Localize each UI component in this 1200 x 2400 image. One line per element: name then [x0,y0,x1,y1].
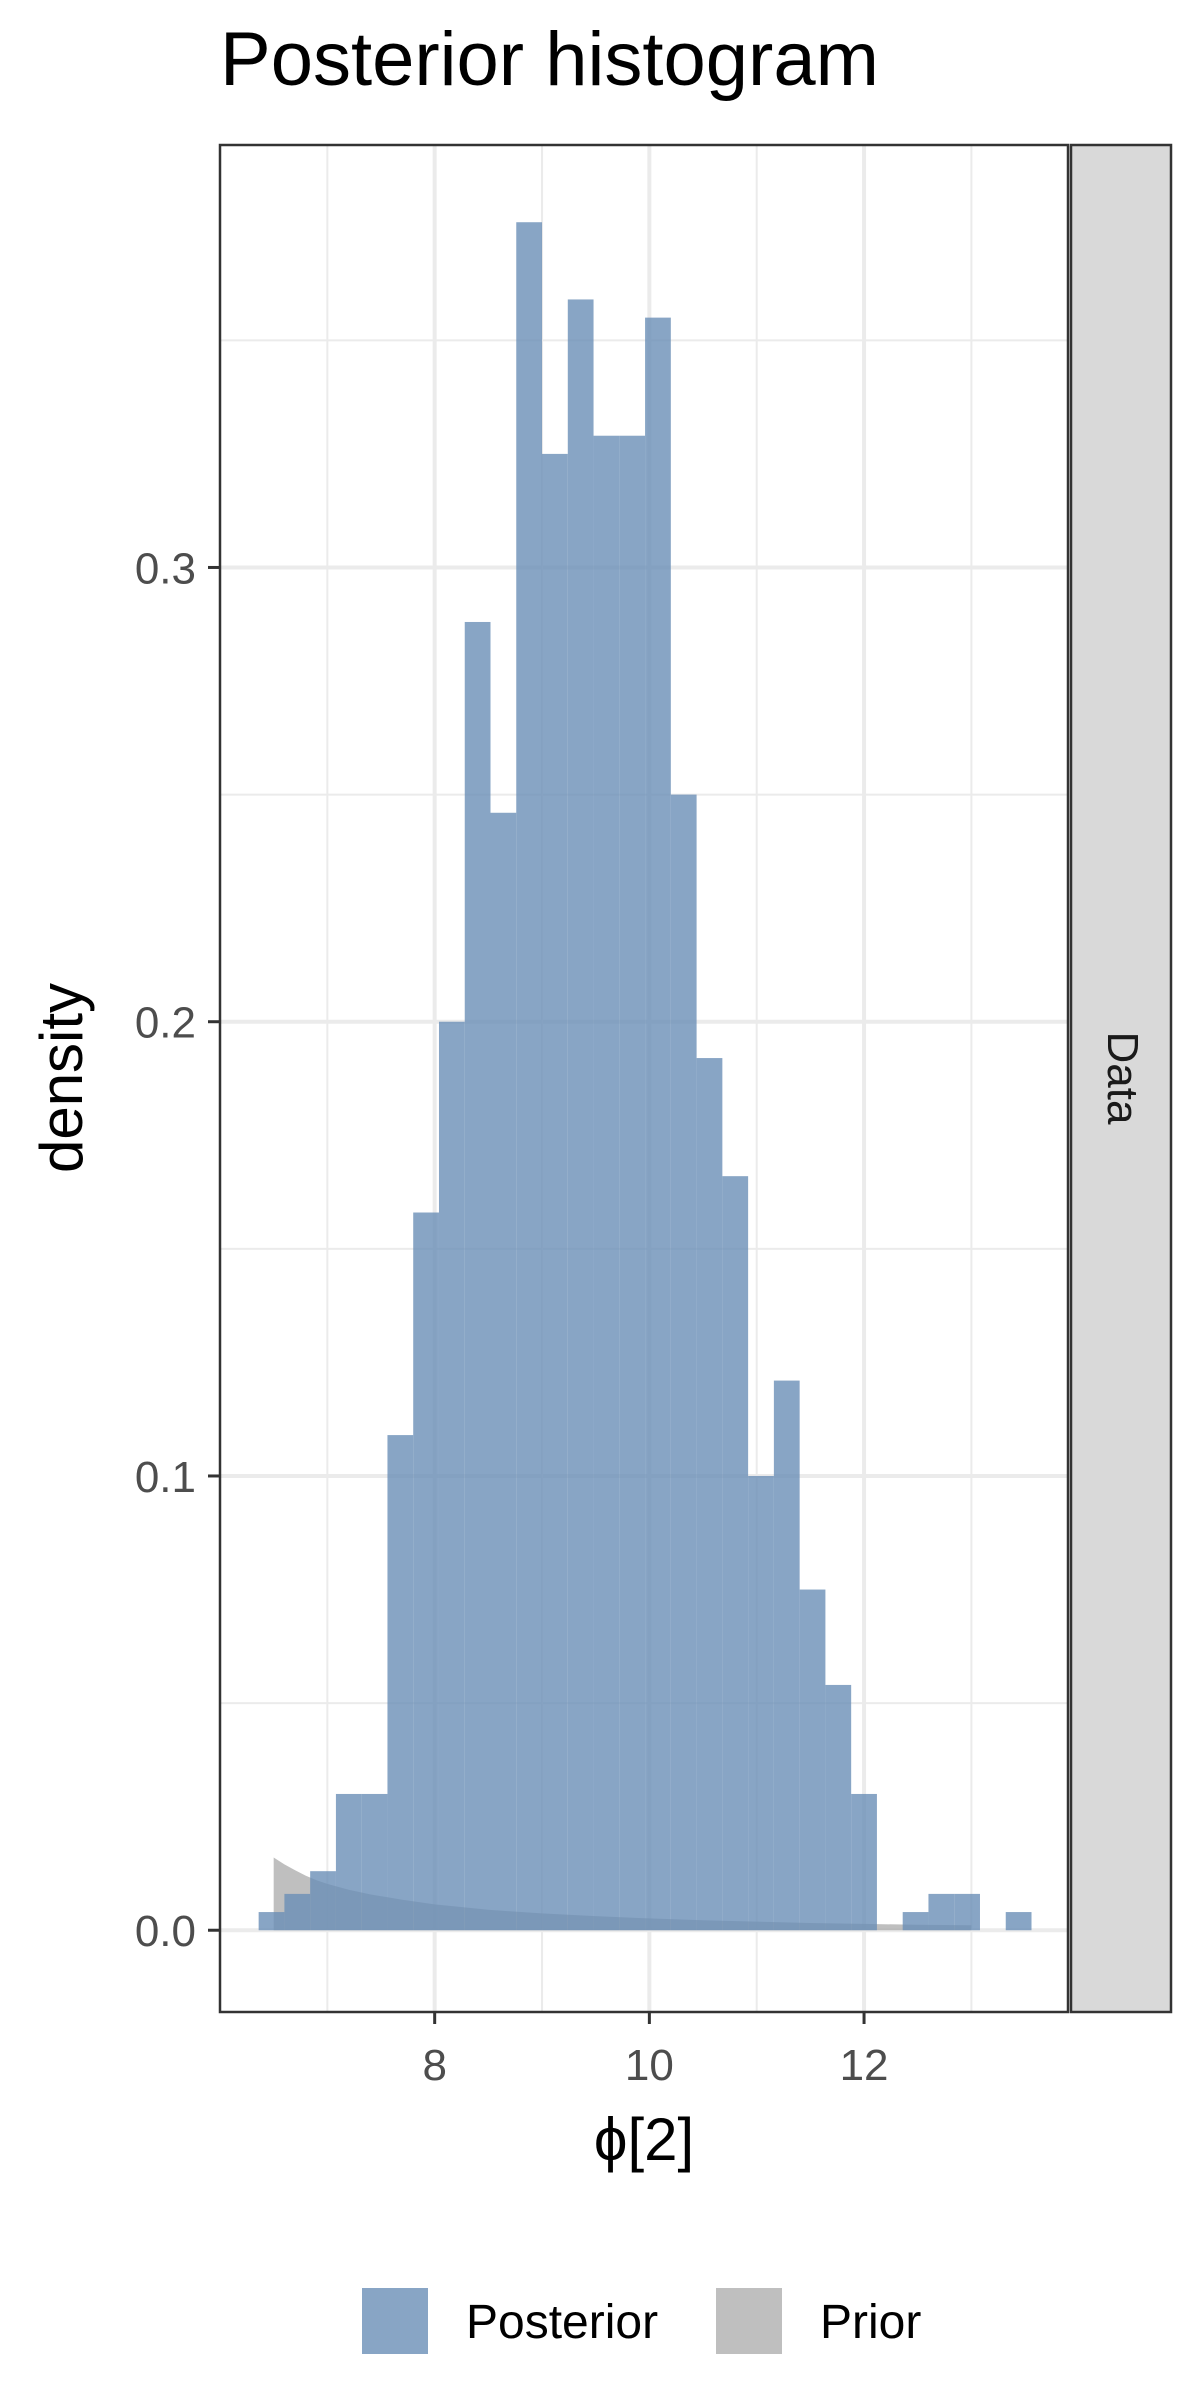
legend: Posterior Prior [362,2288,921,2354]
posterior-bar [438,1021,465,1931]
posterior-bar [567,299,594,1931]
posterior-bar [954,1893,980,1931]
facet-strip [1069,143,1173,2014]
posterior-bar [773,1380,800,1931]
posterior-bar [696,1058,723,1931]
posterior-bar [928,1893,955,1931]
posterior-bar [645,317,671,1931]
posterior-bar [516,222,543,1931]
posterior-bar [825,1684,852,1931]
facet-strip-label: Data [1098,1032,1147,1125]
posterior-bar [748,1475,774,1931]
legend-label-prior: Prior [820,2296,921,2349]
y-axis-title: density [28,983,95,1173]
legend-key-posterior [362,2288,428,2354]
posterior-bar [670,794,697,1931]
posterior-bar [284,1893,311,1931]
posterior-bar [902,1912,929,1931]
posterior-bar [619,435,646,1931]
x-tick-label: 10 [625,2041,674,2090]
x-tick-label: 8 [422,2041,446,2090]
posterior-bar [593,435,620,1931]
posterior-layer [258,222,1032,1931]
x-tick-label: 12 [840,2041,889,2090]
chart-title: Posterior histogram [220,17,879,102]
y-tick-label: 0.1 [135,1453,196,1502]
legend-key-prior [716,2288,782,2354]
posterior-bar [542,453,568,1931]
posterior-bar [310,1871,336,1931]
y-tick-label: 0.2 [135,999,196,1048]
posterior-bar [722,1176,749,1931]
posterior-bar [490,812,517,1931]
posterior-bar [361,1793,388,1931]
legend-label-posterior: Posterior [466,2296,658,2349]
axis-layer: 0.0 0.1 0.2 0.3 8 10 12 [135,544,889,2090]
x-axis-title: ϕ[2] [594,2106,694,2173]
posterior-bar [1005,1912,1032,1931]
plot-panel-border [218,143,1070,2014]
y-tick-label: 0.0 [135,1907,196,1956]
y-tick-label: 0.3 [135,544,196,593]
posterior-bar [258,1912,285,1931]
posterior-bar [387,1435,414,1931]
posterior-bar [335,1793,362,1931]
posterior-bar [851,1793,877,1931]
posterior-bar [413,1212,439,1931]
posterior-bar [464,621,491,1931]
posterior-bar [799,1589,826,1931]
